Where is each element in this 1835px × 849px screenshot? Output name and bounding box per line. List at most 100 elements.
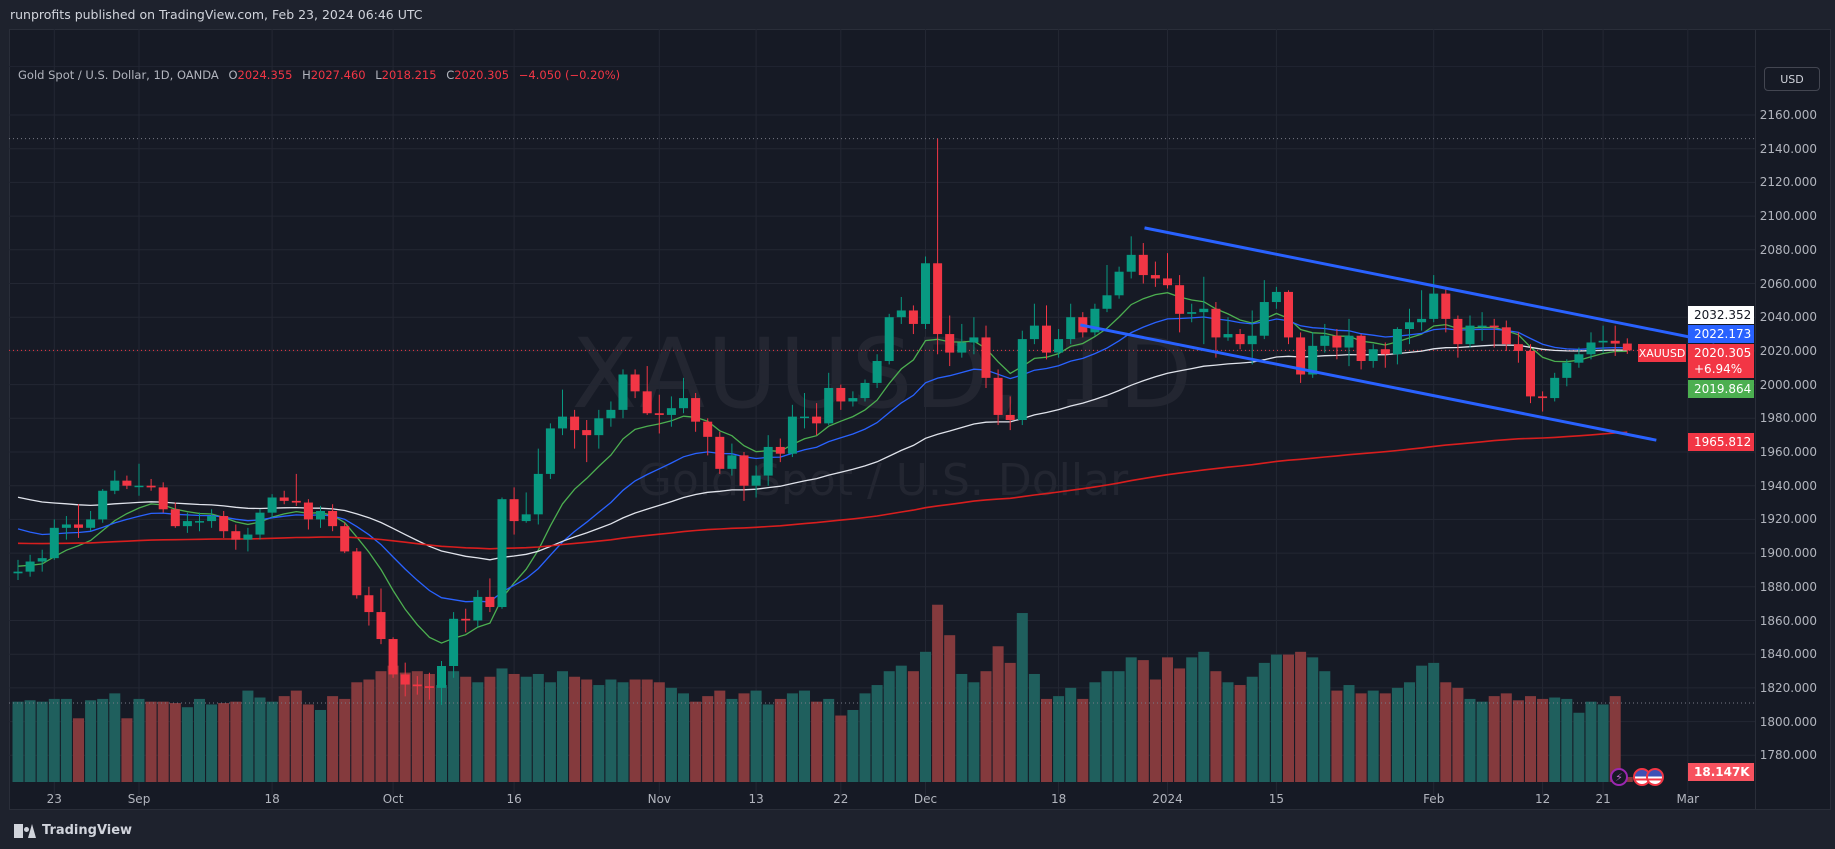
volume-bar <box>1464 698 1476 782</box>
volume-bar <box>97 698 109 782</box>
candle-body <box>364 595 374 613</box>
volume-bar <box>714 690 726 782</box>
candle-body <box>1526 350 1535 397</box>
candle-body <box>74 524 83 528</box>
volume-bar <box>932 604 944 782</box>
candle-body <box>1429 293 1439 319</box>
candle-body <box>1501 327 1511 345</box>
volume-bar <box>557 671 568 782</box>
volume-bar <box>302 704 314 782</box>
legend-symbol[interactable]: Gold Spot / U.S. Dollar, 1D, OANDA <box>18 68 219 82</box>
volume-bar <box>702 696 714 782</box>
price-tick-label: 2040.000 <box>1759 310 1817 325</box>
candle-body <box>170 509 180 527</box>
price-tick-label: 1800.000 <box>1759 714 1817 729</box>
volume-bar <box>569 676 581 782</box>
volume-bar <box>181 707 193 782</box>
volume-bar <box>1210 671 1222 782</box>
candle-body <box>134 485 144 488</box>
volume-bar <box>218 703 230 782</box>
candle-body <box>1405 322 1414 329</box>
volume-bar <box>448 671 460 782</box>
candle-body <box>279 497 289 501</box>
volume-bar <box>690 701 702 782</box>
volume-bar <box>1355 693 1367 782</box>
volume-bar <box>762 704 774 782</box>
volume-bar <box>133 698 145 782</box>
volume-bar <box>1065 687 1077 782</box>
candle-body <box>400 674 410 685</box>
volume-bar <box>1174 668 1186 782</box>
candle-body <box>1090 308 1100 333</box>
candle-body <box>1126 254 1136 272</box>
volume-bar <box>1585 701 1597 782</box>
us-flag-event-icon[interactable] <box>1646 768 1664 786</box>
candle-body <box>751 475 761 486</box>
last-price-tag: 2020.305 +6.94% <box>1688 344 1754 378</box>
volume-bar <box>351 682 363 782</box>
candle-body <box>219 516 229 532</box>
candle-body <box>437 665 446 688</box>
volume-bar <box>1258 662 1270 782</box>
candle-body <box>848 398 858 402</box>
volume-bar <box>1440 682 1452 782</box>
volume-bar <box>799 690 810 782</box>
legend-high-label: H <box>302 68 311 82</box>
candle-body <box>1271 291 1281 303</box>
candle-body <box>775 446 785 454</box>
candle-body <box>182 521 192 527</box>
volume-bar <box>1149 679 1161 782</box>
candle-body <box>727 455 737 469</box>
candle-body <box>352 551 362 596</box>
candle-body <box>195 521 204 523</box>
time-tick-label: Sep <box>127 792 151 806</box>
candle-body <box>1513 344 1523 351</box>
volume-bar <box>266 701 278 782</box>
lightning-event-icon[interactable]: ⚡ <box>1610 768 1628 786</box>
time-tick-label: Mar <box>1676 792 1700 806</box>
candle-body <box>606 409 616 419</box>
volume-bar <box>1379 693 1391 782</box>
volume-bar <box>1573 712 1585 782</box>
candle-body <box>1392 328 1402 355</box>
volume-bar <box>1198 651 1210 782</box>
candle-body <box>933 263 943 335</box>
currency-button[interactable]: USD <box>1764 67 1820 91</box>
candle-body <box>86 519 96 528</box>
volume-bar <box>1367 690 1379 782</box>
volume-bar <box>1016 613 1028 782</box>
time-axis[interactable]: 23 Sep 18 Oct 16 Nov 13 22 Dec 18 2024 15 Feb 12 21 Mar <box>9 790 1755 808</box>
volume-bar <box>1004 662 1016 782</box>
candle-body <box>969 337 979 343</box>
candle-body <box>98 490 108 520</box>
candle-body <box>860 382 870 399</box>
volume-bar <box>678 693 689 782</box>
volume-bar <box>254 697 266 782</box>
candle-body <box>497 499 507 608</box>
volume-bar <box>1162 657 1173 782</box>
candle-body <box>1344 335 1354 348</box>
volume-bar <box>399 672 411 782</box>
candle-body <box>666 408 676 415</box>
volume-bar <box>327 696 339 782</box>
volume-bar <box>436 685 447 782</box>
candle-body <box>1562 362 1572 378</box>
candle-body <box>1332 335 1342 348</box>
candle-body <box>1368 349 1378 362</box>
price-axis[interactable]: 2160.000 2140.000 2120.000 2100.000 2080.000… <box>1755 29 1831 810</box>
volume-bar <box>726 698 738 782</box>
volume-bar <box>145 701 157 782</box>
candle-body <box>1574 354 1584 363</box>
volume-bar <box>968 682 980 782</box>
volume-bar <box>1053 696 1065 782</box>
volume-bar <box>60 698 72 782</box>
price-chart[interactable] <box>9 29 1755 795</box>
volume-bar <box>811 701 823 782</box>
time-tick-label: 2024 <box>1152 792 1183 806</box>
candle-body <box>582 430 592 436</box>
candle-body <box>110 480 120 491</box>
volume-bar <box>1101 671 1113 782</box>
candle-body <box>1259 302 1269 336</box>
tradingview-logo[interactable]: TradingView <box>14 823 132 838</box>
candle-body <box>1211 308 1221 338</box>
